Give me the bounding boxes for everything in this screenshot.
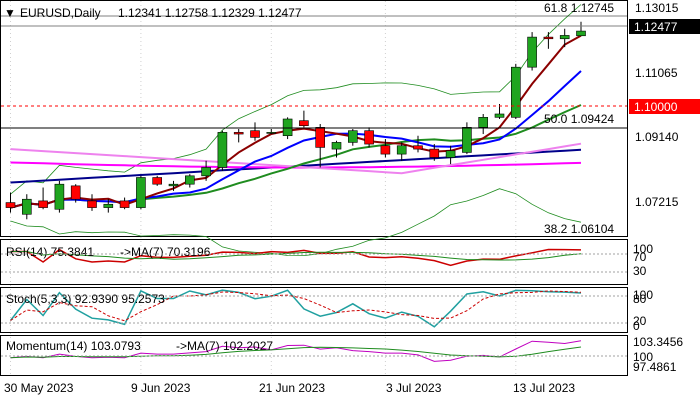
rsi-level-100: 100 [633, 242, 653, 256]
momentum-label: Momentum(14) 103.0793 [6, 339, 141, 353]
bull-candle [510, 66, 521, 118]
main-panel[interactable] [0, 0, 628, 237]
stoch-panel[interactable] [0, 287, 628, 333]
bull-candle [445, 150, 456, 158]
bear-candle [315, 127, 326, 148]
oscillator-lines [9, 248, 582, 362]
stoch-label: Stoch(5,3,3) 92.9390 95.2573 [6, 292, 165, 306]
bull-candle [347, 130, 358, 143]
bear-candle [413, 145, 423, 150]
time-label: 13 Jul 2023 [513, 381, 575, 395]
bull-candle [21, 198, 32, 215]
bull-candle [103, 203, 114, 208]
bear-candle [119, 200, 130, 208]
momentum-level-low: 97.4861 [633, 360, 677, 374]
indicator-overlays [10, 1, 582, 375]
title-bar: ▼ EURUSD,Daily 1.12341 1.12758 1.12329 1… [4, 6, 302, 20]
time-label: 21 Jun 2023 [259, 381, 325, 395]
stoch-level-0: 0 [633, 319, 640, 333]
bull-candle [54, 183, 65, 210]
bear-candle [380, 145, 391, 155]
bull-candle [396, 145, 407, 155]
rsi-ma-line [10, 251, 582, 261]
momentum-level-high: 103.3456 [633, 335, 683, 349]
rsi-label: RSI(14) 75.3841 [6, 245, 94, 259]
stoch-level-100: 100 [633, 288, 653, 302]
time-label: 9 Jun 2023 [131, 381, 191, 395]
stoch-d-line [10, 290, 582, 322]
bull-candle [331, 142, 342, 150]
fib-50-label: 50.0 1.09424 [544, 112, 614, 126]
resistance-badge [629, 99, 700, 114]
time-label: 3 Jul 2023 [386, 381, 442, 395]
symbol-title: EURUSD,Daily [20, 6, 101, 20]
current-price-text: 1.12477 [634, 20, 678, 34]
bear-candle [5, 202, 16, 208]
ma-red-line [10, 34, 582, 209]
bull-candle [201, 167, 211, 177]
stoch-level-20: 20 [633, 314, 647, 328]
bull-candle [168, 183, 179, 187]
bull-candle [217, 132, 228, 168]
bull-candle [559, 35, 570, 40]
bear-candle [429, 148, 440, 158]
bear-candle [87, 200, 97, 208]
time-axis[interactable]: 30 May 2023 9 Jun 2023 21 Jun 2023 3 Jul… [4, 381, 575, 395]
price-tick: 1.07215 [635, 195, 679, 209]
bear-candle [152, 177, 162, 185]
bull-candle [185, 175, 195, 185]
current-price-badge [629, 19, 700, 34]
rsi-level-30: 30 [633, 264, 647, 278]
fib-618-label: 61.8 1.12745 [544, 1, 614, 15]
fib-382-label: 38.2 1.06104 [544, 222, 614, 236]
stoch-level-80: 80 [633, 292, 647, 306]
bear-candle [250, 130, 260, 138]
rsi-level-70: 70 [633, 250, 647, 264]
rsi-ma-label: ->MA(7) 70.3196 [120, 245, 211, 259]
rsi-line [10, 248, 582, 267]
bull-candle [462, 127, 472, 153]
momentum-ma-label: ->MA(7) 102.2027 [176, 339, 273, 353]
bull-candle [266, 132, 277, 134]
ohlc-values: 1.12341 1.12758 1.12329 1.12477 [118, 6, 302, 20]
bear-candle [38, 200, 48, 208]
rsi-panel[interactable] [0, 239, 628, 285]
ma-blue-line [10, 70, 582, 209]
bollinger-lower [10, 188, 582, 257]
price-axis[interactable]: 1.13015 1.12477 1.11065 1.10000 1.09140 … [629, 1, 700, 209]
bull-candle [136, 177, 146, 208]
bear-candle [299, 120, 309, 126]
resistance-text: 1.10000 [634, 100, 678, 114]
time-label: 30 May 2023 [4, 381, 74, 395]
bull-candle [527, 36, 537, 68]
bear-candle [70, 185, 81, 200]
price-tick: 1.09140 [635, 130, 679, 144]
candlestick-series [5, 21, 586, 220]
price-tick: 1.11065 [635, 66, 678, 80]
bollinger-upper [10, 4, 582, 195]
bull-candle [576, 30, 586, 37]
bull-candle [478, 117, 489, 128]
bear-candle [364, 130, 374, 145]
bear-candle [543, 36, 554, 40]
price-tick: 1.13015 [635, 1, 679, 15]
bear-candle [233, 132, 244, 135]
bull-candle [282, 118, 293, 137]
down-arrow-icon[interactable]: ▼ [4, 6, 16, 20]
momentum-level-100: 100 [633, 350, 653, 364]
bull-candle [494, 113, 505, 118]
stoch-k-line [9, 289, 582, 328]
